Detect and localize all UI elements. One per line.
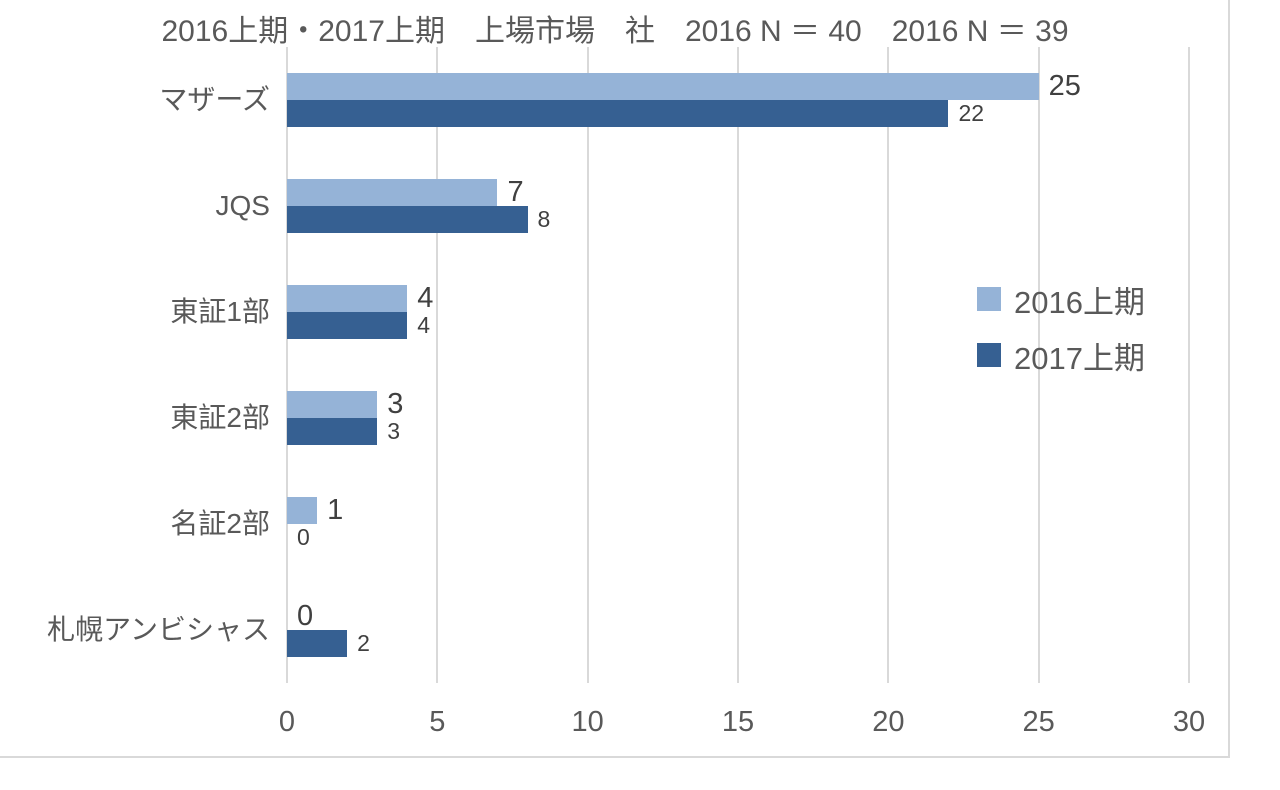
bar-value-label: 3 bbox=[387, 388, 404, 420]
legend-swatch bbox=[977, 343, 1001, 367]
legend: 2016上期 2017上期 bbox=[977, 278, 1145, 376]
bar-value-label: 0 bbox=[297, 524, 310, 550]
x-tick-label: 25 bbox=[1022, 706, 1055, 738]
gridline bbox=[1188, 47, 1190, 683]
plot-area: 0 5 10 15 20 25 30 マザーズ 25 22 JQS 7 8 東証1部 4 4 東証2部 3 3 名証2… bbox=[47, 47, 1206, 738]
bar-value-label: 2 bbox=[357, 630, 370, 656]
chart-frame: 2016上期・2017上期 上場市場 社 2016 N ＝ 40 2016 N … bbox=[0, 0, 1230, 758]
legend-label: 2017上期 bbox=[1014, 340, 1145, 376]
category-label: 東証2部 bbox=[170, 402, 270, 433]
bar-value-label: 3 bbox=[387, 418, 400, 444]
gridline bbox=[586, 47, 589, 683]
category-label: 東証1部 bbox=[170, 296, 270, 327]
legend-swatch bbox=[977, 287, 1001, 311]
bar-value-label: 1 bbox=[327, 494, 344, 526]
bar-2016上期 bbox=[287, 285, 408, 312]
legend-item: 2017上期 bbox=[977, 334, 1145, 376]
gridline bbox=[286, 47, 288, 683]
x-tick-label: 20 bbox=[872, 706, 905, 738]
bar-value-label: 0 bbox=[297, 600, 314, 632]
bar-value-label: 22 bbox=[958, 100, 985, 126]
category-label: 札幌アンビシャス bbox=[47, 614, 270, 645]
bar-2016上期 bbox=[287, 179, 498, 206]
bar-2016上期 bbox=[287, 73, 1039, 100]
bar-2017上期 bbox=[287, 100, 949, 127]
bar-2017上期 bbox=[287, 418, 378, 445]
gridline bbox=[1037, 47, 1040, 683]
category-label: マザーズ bbox=[159, 84, 270, 115]
gridline bbox=[737, 47, 739, 683]
category-label: JQS bbox=[215, 190, 270, 221]
bar-value-label: 4 bbox=[417, 282, 434, 314]
bar-2017上期 bbox=[287, 630, 348, 657]
gridline bbox=[887, 47, 890, 683]
x-tick-label: 0 bbox=[278, 706, 296, 738]
gridline bbox=[436, 47, 439, 683]
bar-2016上期 bbox=[287, 391, 378, 418]
x-tick-label: 15 bbox=[721, 706, 755, 738]
bar-value-label: 4 bbox=[417, 312, 431, 338]
category-label: 名証2部 bbox=[170, 508, 270, 539]
x-tick-label: 30 bbox=[1172, 706, 1206, 738]
chart-title: 2016上期・2017上期 上場市場 社 2016 N ＝ 40 2016 N … bbox=[161, 15, 1069, 48]
x-tick-label: 10 bbox=[571, 706, 604, 738]
bar-2017上期 bbox=[287, 206, 528, 233]
bar-2016上期 bbox=[287, 497, 318, 524]
bar-value-label: 25 bbox=[1048, 70, 1081, 102]
bar-value-label: 7 bbox=[507, 176, 524, 208]
legend-item: 2016上期 bbox=[977, 278, 1145, 320]
bar-2017上期 bbox=[287, 312, 408, 339]
x-tick-label: 5 bbox=[429, 706, 446, 738]
bar-value-label: 8 bbox=[537, 206, 551, 232]
legend-label: 2016上期 bbox=[1014, 284, 1145, 320]
